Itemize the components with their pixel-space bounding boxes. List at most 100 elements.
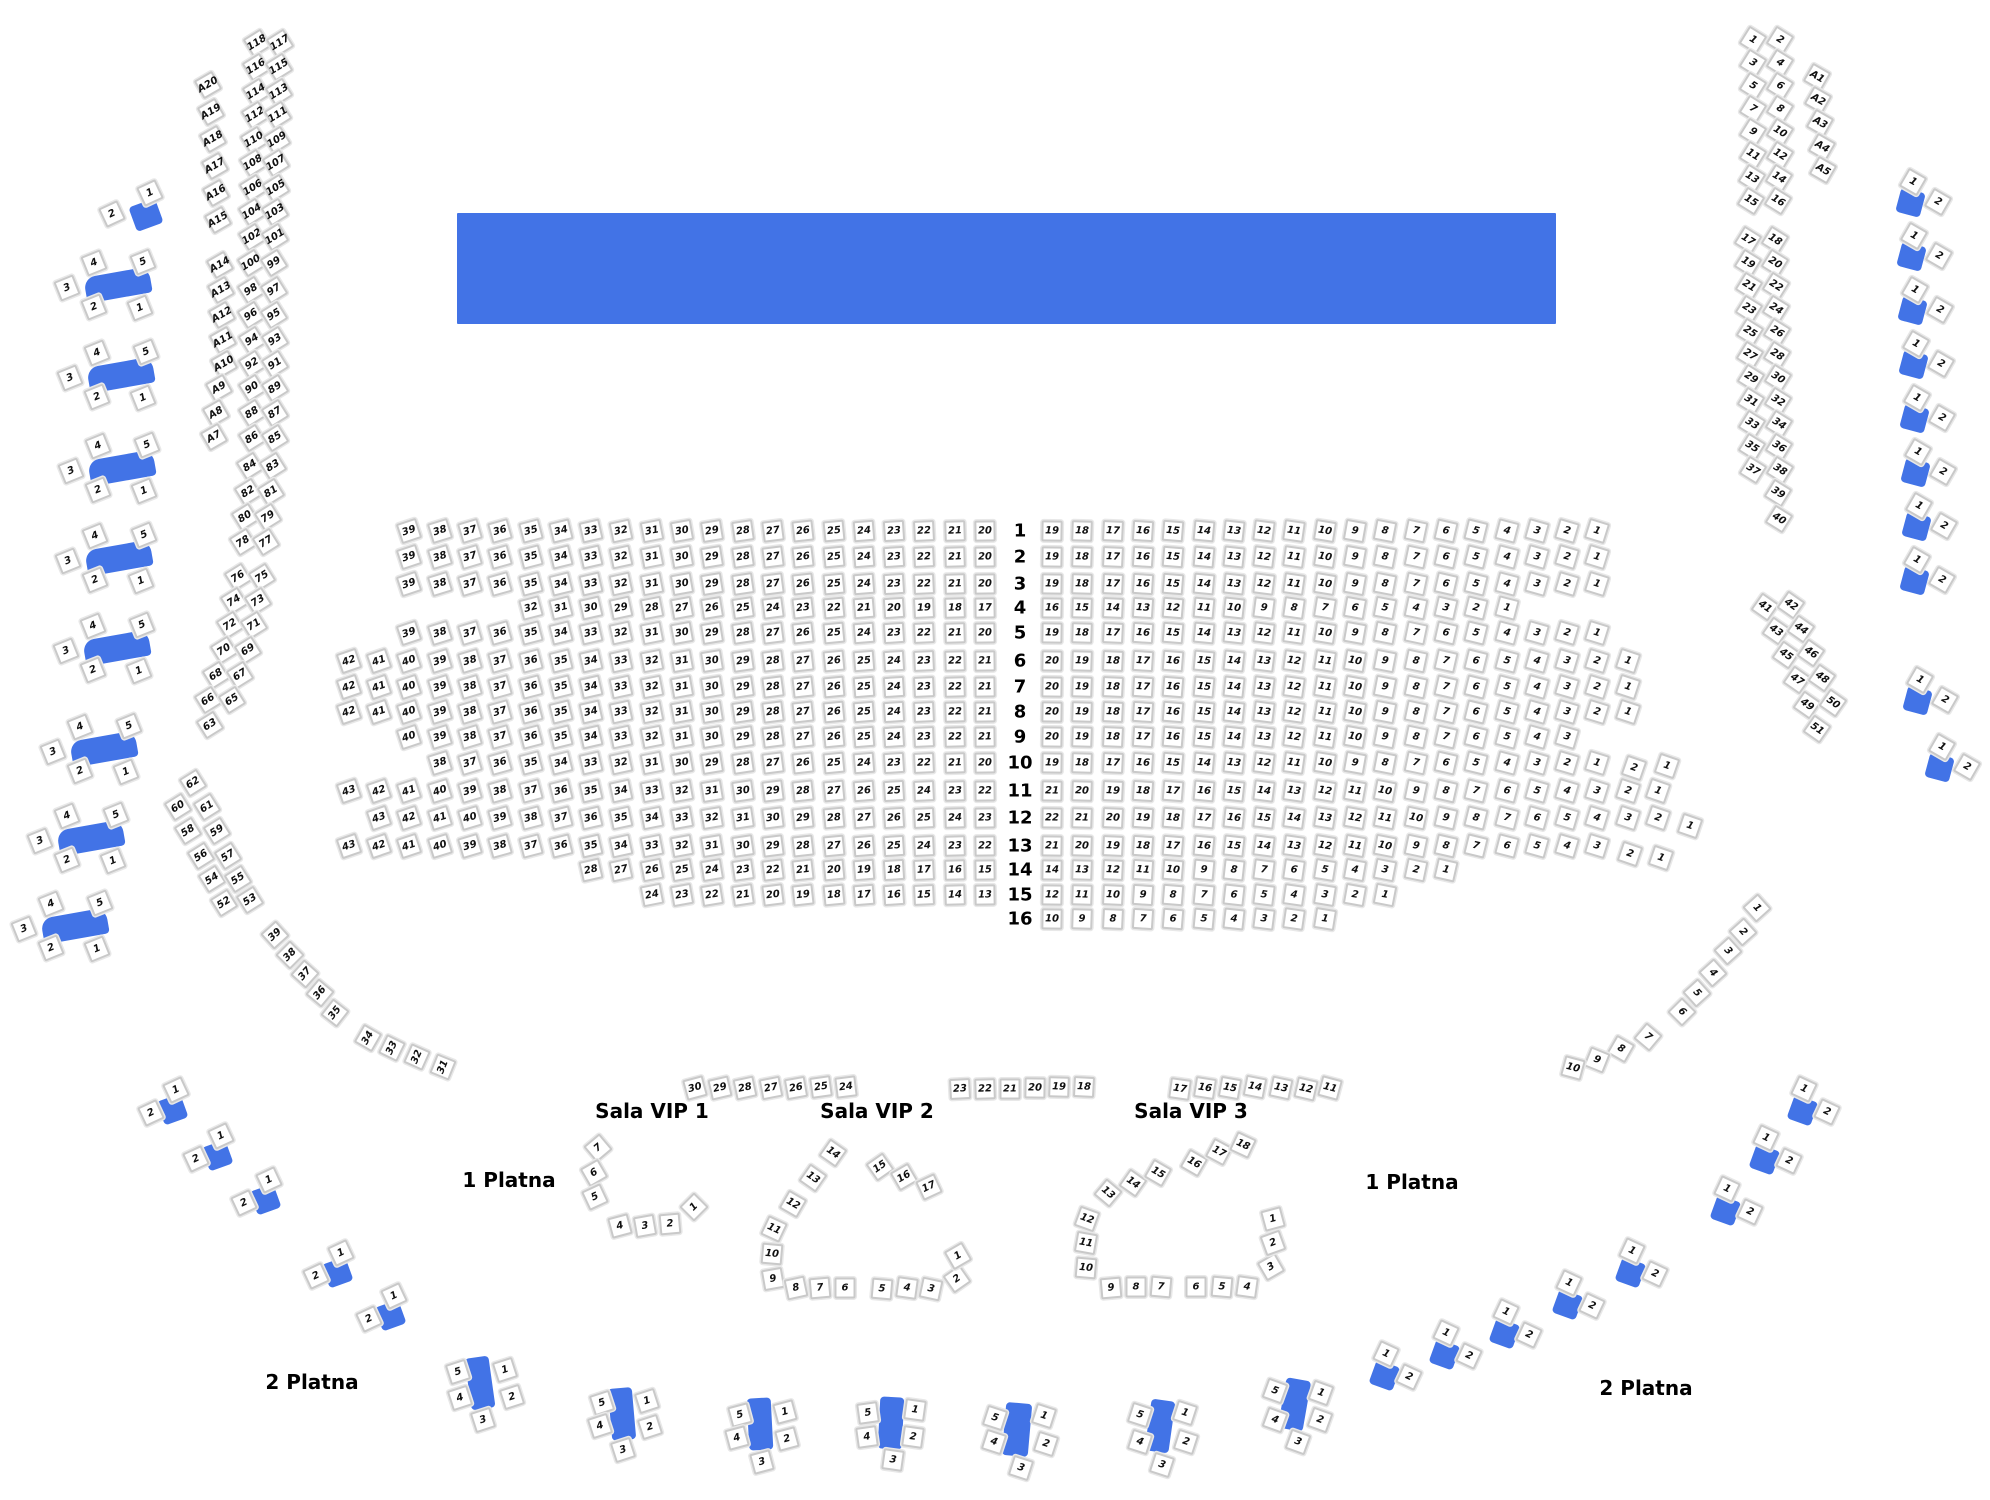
seat[interactable]: 17 (1101, 546, 1124, 568)
seat[interactable]: 24 (852, 519, 876, 543)
seat[interactable]: 30 (700, 648, 725, 674)
seat[interactable]: 5 (1493, 724, 1520, 750)
seat[interactable]: 2 (1403, 857, 1429, 883)
seat[interactable]: 7 (1252, 858, 1276, 882)
seat[interactable]: 9 (1342, 750, 1368, 776)
seat[interactable]: 4 (1523, 674, 1550, 700)
seat[interactable]: 35 (548, 724, 574, 750)
seat[interactable]: 17 (1101, 752, 1124, 774)
seat[interactable]: 12 (1293, 1076, 1319, 1102)
seat[interactable]: 41 (426, 804, 453, 832)
seat[interactable]: 5 (1210, 1275, 1234, 1299)
seat[interactable]: 37 (548, 805, 574, 831)
seat[interactable]: 11 (1071, 884, 1094, 906)
seat[interactable]: 40 (426, 832, 453, 860)
seat[interactable]: A15 (203, 205, 233, 235)
seat[interactable]: 38 (456, 698, 483, 726)
seat[interactable]: 7 (1403, 620, 1429, 646)
seat[interactable]: 14 (1242, 1074, 1268, 1100)
seat[interactable]: 6 (1493, 833, 1520, 859)
seat[interactable]: 17 (915, 1173, 943, 1201)
seat[interactable]: 97 (259, 275, 289, 305)
seat[interactable]: 2 (1554, 570, 1581, 598)
seat[interactable]: 30 (669, 571, 695, 597)
seat[interactable]: 6 (1185, 1276, 1207, 1298)
seat[interactable]: 11 (1342, 833, 1368, 859)
seat[interactable]: 9 (1342, 544, 1368, 570)
seat[interactable]: 20 (761, 883, 785, 907)
seat[interactable]: 11 (1131, 858, 1155, 882)
seat[interactable]: 35 (578, 833, 604, 859)
seat[interactable]: 29 (761, 834, 785, 858)
seat[interactable]: 4 (79, 612, 107, 640)
seat[interactable]: A18 (198, 124, 228, 154)
seat[interactable]: 3 (1554, 698, 1581, 726)
seat[interactable]: 27 (791, 649, 815, 673)
seat[interactable]: 77 (251, 527, 281, 557)
seat[interactable]: 31 (700, 833, 725, 859)
seat[interactable]: 17 (1131, 725, 1155, 749)
seat[interactable]: 38 (456, 723, 483, 751)
seat[interactable]: 23 (943, 835, 966, 857)
seat[interactable]: 3 (1523, 571, 1550, 597)
seat[interactable]: 21 (852, 596, 876, 620)
seat[interactable]: 10 (1101, 884, 1124, 906)
seat[interactable]: 19 (1041, 546, 1063, 568)
seat[interactable]: 11 (760, 1215, 788, 1243)
seat[interactable]: 16 (943, 859, 966, 881)
seat[interactable]: 3 (54, 547, 82, 575)
seat[interactable]: 26 (791, 751, 815, 775)
seat[interactable]: 1 (1584, 749, 1611, 777)
seat[interactable]: 32 (608, 620, 634, 646)
seat[interactable]: 87 (260, 398, 290, 428)
seat[interactable]: 6 (1433, 571, 1459, 597)
seat[interactable]: 10 (1222, 596, 1246, 620)
seat[interactable]: 15 (1222, 834, 1246, 858)
seat[interactable]: 14 (1192, 519, 1215, 543)
seat[interactable]: 22 (943, 726, 966, 748)
seat[interactable]: 35 (548, 674, 574, 700)
seat[interactable]: 4 (1493, 750, 1520, 776)
seat[interactable]: 21 (730, 883, 755, 907)
seat[interactable]: 39 (426, 647, 453, 675)
seat[interactable]: 4 (81, 522, 109, 550)
seat[interactable]: 25 (669, 857, 695, 883)
seat[interactable]: 20 (1041, 676, 1063, 698)
seat[interactable]: 2 (1584, 647, 1611, 675)
seat[interactable]: 19 (1041, 752, 1063, 774)
seat[interactable]: 71 (239, 610, 269, 640)
seat[interactable]: 3 (469, 1406, 497, 1434)
seat[interactable]: 8 (1403, 724, 1429, 750)
seat[interactable]: 28 (761, 725, 785, 749)
seat[interactable]: 12 (1041, 884, 1063, 906)
seat[interactable]: 33 (639, 833, 665, 859)
seat[interactable]: 3 (1523, 518, 1550, 544)
seat[interactable]: 42 (335, 698, 363, 726)
seat[interactable]: 16 (1192, 834, 1215, 858)
seat[interactable]: 10 (1312, 544, 1337, 570)
seat[interactable]: 32 (403, 1043, 431, 1071)
seat[interactable]: 42 (1776, 590, 1806, 620)
seat[interactable]: 26 (783, 1075, 809, 1101)
seat[interactable]: 26 (791, 545, 815, 569)
seat[interactable]: 62 (178, 768, 208, 798)
seat[interactable]: 14 (1252, 834, 1276, 858)
seat[interactable]: 19 (1041, 573, 1063, 595)
seat[interactable]: 33 (578, 571, 604, 597)
seat[interactable]: 31 (669, 724, 695, 750)
seat[interactable]: 38 (426, 570, 453, 598)
seat[interactable]: 13 (1131, 596, 1155, 620)
seat[interactable]: 4 (855, 1425, 879, 1449)
seat[interactable]: 25 (822, 751, 845, 775)
seat[interactable]: 11 (1342, 778, 1368, 804)
seat[interactable]: 24 (761, 596, 785, 620)
seat[interactable]: 21 (974, 676, 996, 698)
seat[interactable]: 39 (396, 543, 423, 571)
seat[interactable]: 37 (487, 648, 514, 674)
seat[interactable]: 16 (1131, 572, 1155, 596)
seat[interactable]: 30 (669, 518, 695, 544)
seat[interactable]: 19 (1041, 520, 1063, 542)
seat[interactable]: 3 (609, 1436, 637, 1464)
seat[interactable]: 24 (913, 834, 936, 858)
seat[interactable]: 39 (396, 570, 423, 598)
